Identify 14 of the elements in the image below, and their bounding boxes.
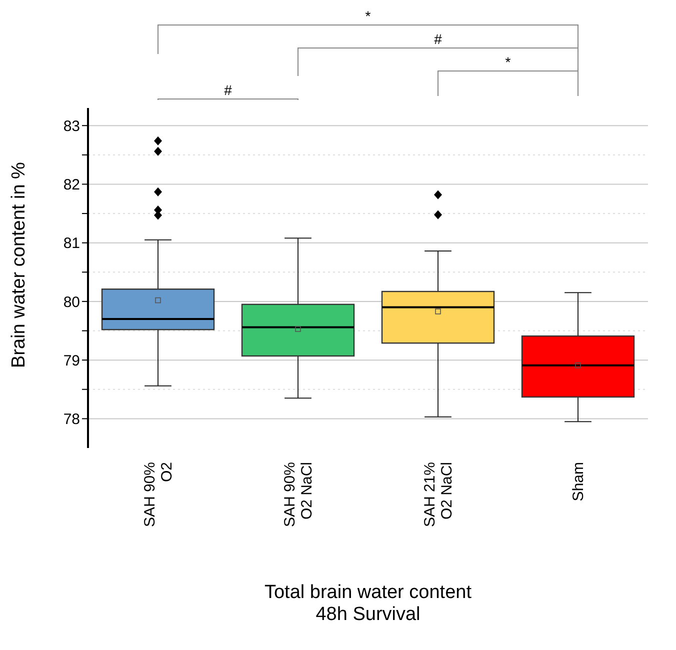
y-tick-label: 80: [63, 294, 80, 311]
y-tick-label: 81: [63, 235, 80, 252]
x-tick-label: SAH 21% O2 NaCl: [422, 462, 456, 528]
y-tick-label: 79: [63, 352, 80, 370]
significance-bracket: *: [438, 54, 578, 96]
x-tick-label: SAH 90% O2 NaCl: [282, 462, 316, 528]
y-tick-label: 82: [63, 176, 80, 194]
y-tick-label: 78: [63, 411, 80, 428]
significance-bracket: #: [158, 82, 298, 100]
y-tick-label: 83: [63, 118, 80, 135]
x-tick-label: Sham: [570, 462, 587, 502]
x-tick-label: SAH 90% O2: [142, 462, 176, 528]
x-axis-title: Total brain water content 48h Survival: [263, 582, 472, 626]
y-axis-title: Brain water content in %: [8, 162, 30, 368]
